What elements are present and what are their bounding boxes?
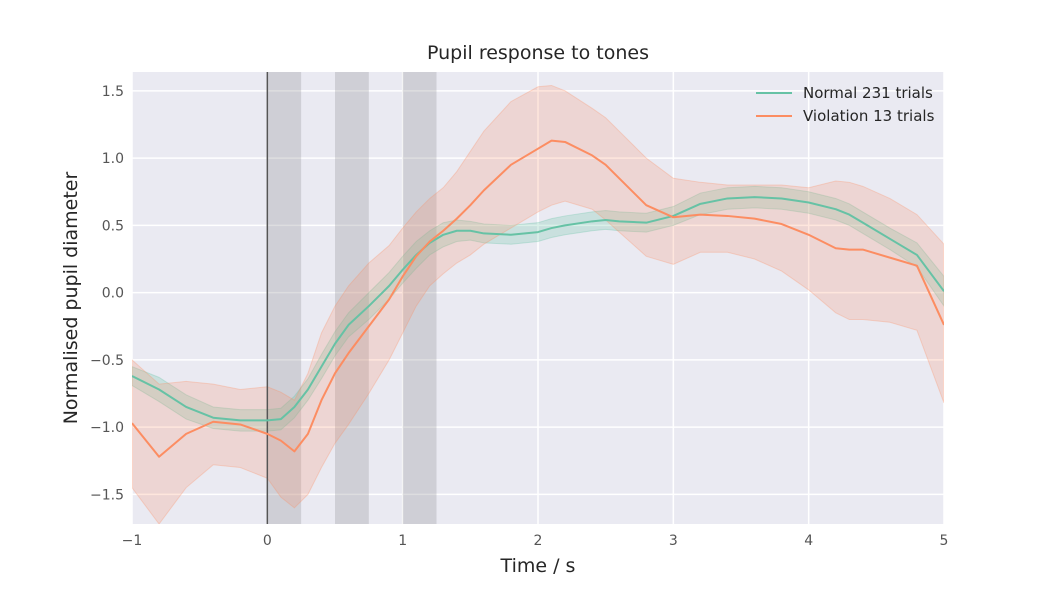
x-tick-label-6: 5 bbox=[940, 533, 949, 549]
stimulus-span-1 bbox=[335, 72, 369, 524]
chart-title: Pupil response to tones bbox=[427, 42, 649, 64]
x-tick-label-3: 2 bbox=[534, 533, 543, 549]
y-tick-labels: −1.5 −1.0 −0.5 0.0 0.5 1.0 1.5 bbox=[90, 84, 124, 504]
line-series-0 bbox=[132, 196, 944, 422]
x-tick-label-4: 3 bbox=[669, 533, 678, 549]
x-tick-label-5: 4 bbox=[804, 533, 813, 549]
x-tick-label-2: 1 bbox=[398, 533, 407, 549]
y-tick-label-5: 1.0 bbox=[102, 151, 124, 167]
legend: Normal 231 trials Violation 13 trials bbox=[756, 84, 935, 125]
x-axis-label: Time / s bbox=[500, 555, 576, 577]
y-tick-label-6: 1.5 bbox=[102, 84, 124, 100]
band-series-1 bbox=[132, 84, 944, 524]
y-axis-label: Normalised pupil diameter bbox=[60, 172, 82, 425]
legend-label-violation: Violation 13 trials bbox=[803, 107, 935, 125]
y-tick-label-1: −1.0 bbox=[90, 420, 124, 436]
series-lines bbox=[132, 139, 944, 458]
x-tick-label-0: −1 bbox=[122, 533, 143, 549]
y-tick-label-4: 0.5 bbox=[102, 218, 124, 234]
confidence-bands bbox=[132, 84, 944, 524]
y-tick-label-2: −0.5 bbox=[90, 353, 124, 369]
y-tick-label-3: 0.0 bbox=[102, 286, 124, 302]
band-series-0 bbox=[132, 185, 944, 432]
y-tick-label-0: −1.5 bbox=[90, 487, 124, 503]
shaded-spans bbox=[267, 72, 437, 524]
x-tick-labels: −1 0 1 2 3 4 5 bbox=[122, 533, 949, 549]
line-series-1 bbox=[132, 139, 944, 458]
x-tick-label-1: 0 bbox=[263, 533, 272, 549]
legend-label-normal: Normal 231 trials bbox=[803, 84, 933, 102]
stimulus-span-2 bbox=[402, 72, 437, 524]
